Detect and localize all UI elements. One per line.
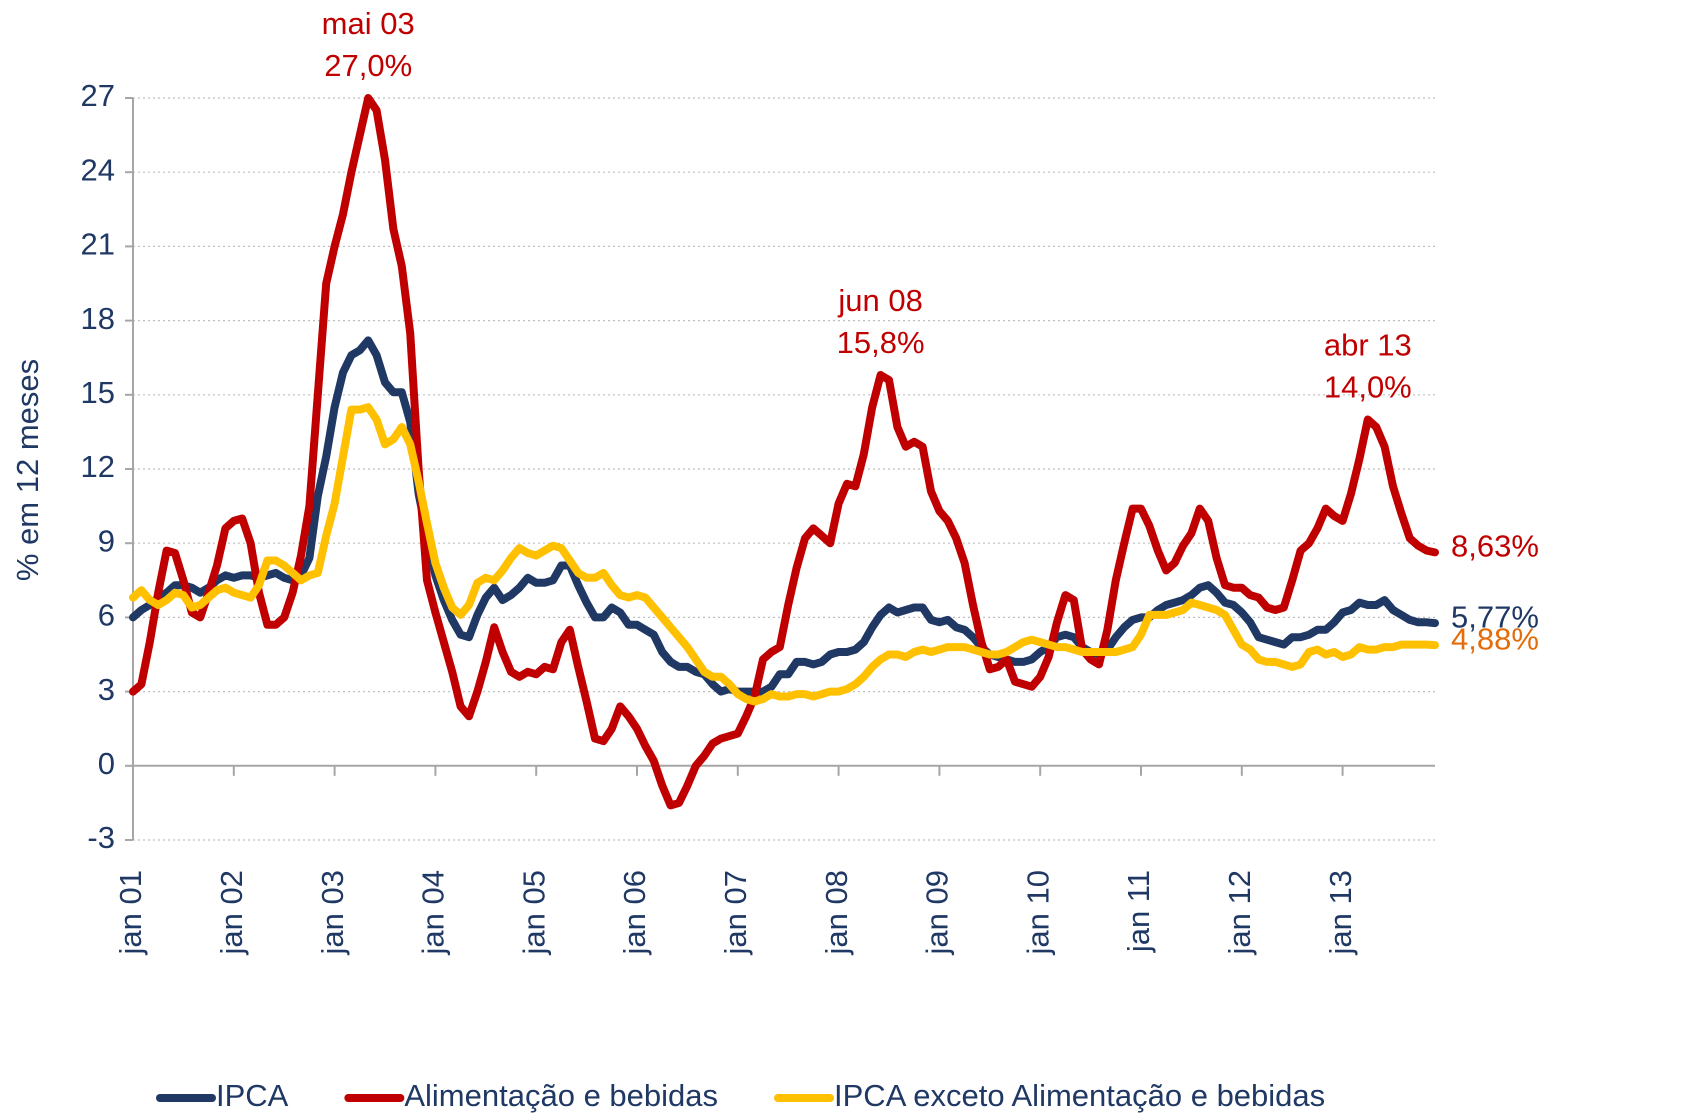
x-tick-label: jan 06 xyxy=(617,870,652,955)
peak-date-label: jun 08 xyxy=(837,283,922,318)
end-label: 8,63% xyxy=(1451,529,1539,564)
y-tick-label: 18 xyxy=(81,301,115,336)
end-label: 5,77% xyxy=(1451,599,1539,634)
y-tick-label: 21 xyxy=(81,227,115,262)
peak-value-label: 15,8% xyxy=(837,325,925,360)
y-tick-label: 3 xyxy=(98,672,115,707)
peak-value-label: 27,0% xyxy=(324,48,412,83)
y-tick-label: 27 xyxy=(81,78,115,113)
y-axis-label: % em 12 meses xyxy=(10,359,45,581)
y-tick-label: 24 xyxy=(81,152,115,187)
x-tick-label: jan 08 xyxy=(819,870,854,955)
legend-label: IPCA exceto Alimentação e bebidas xyxy=(834,1078,1325,1113)
x-tick-label: jan 04 xyxy=(416,870,451,955)
y-tick-label: 15 xyxy=(81,375,115,410)
x-tick-label: jan 01 xyxy=(113,870,148,955)
peak-date-label: abr 13 xyxy=(1324,328,1412,363)
y-tick-label: 0 xyxy=(98,746,115,781)
series-line xyxy=(129,336,1439,696)
x-tick-label: jan 03 xyxy=(315,870,350,955)
series-line xyxy=(129,94,1439,810)
x-tick-label: jan 11 xyxy=(1121,870,1156,953)
y-tick-label: 6 xyxy=(98,598,115,633)
legend-label: IPCA xyxy=(216,1078,289,1113)
x-tick-label: jan 10 xyxy=(1020,870,1055,955)
end-label: 4,88% xyxy=(1451,621,1539,656)
x-tick-label: jan 09 xyxy=(920,870,955,955)
x-tick-label: jan 13 xyxy=(1323,870,1358,955)
x-tick-label: jan 05 xyxy=(516,870,551,955)
y-tick-label: 12 xyxy=(81,449,115,484)
x-tick-label: jan 02 xyxy=(214,870,249,955)
series-line xyxy=(129,403,1439,706)
x-tick-label: jan 12 xyxy=(1222,870,1257,955)
legend-label: Alimentação e bebidas xyxy=(404,1078,718,1113)
y-tick-label: 9 xyxy=(98,523,115,558)
x-tick-label: jan 07 xyxy=(718,870,753,955)
peak-date-label: mai 03 xyxy=(322,6,415,41)
y-tick-label: -3 xyxy=(87,820,115,855)
peak-value-label: 14,0% xyxy=(1324,370,1412,405)
